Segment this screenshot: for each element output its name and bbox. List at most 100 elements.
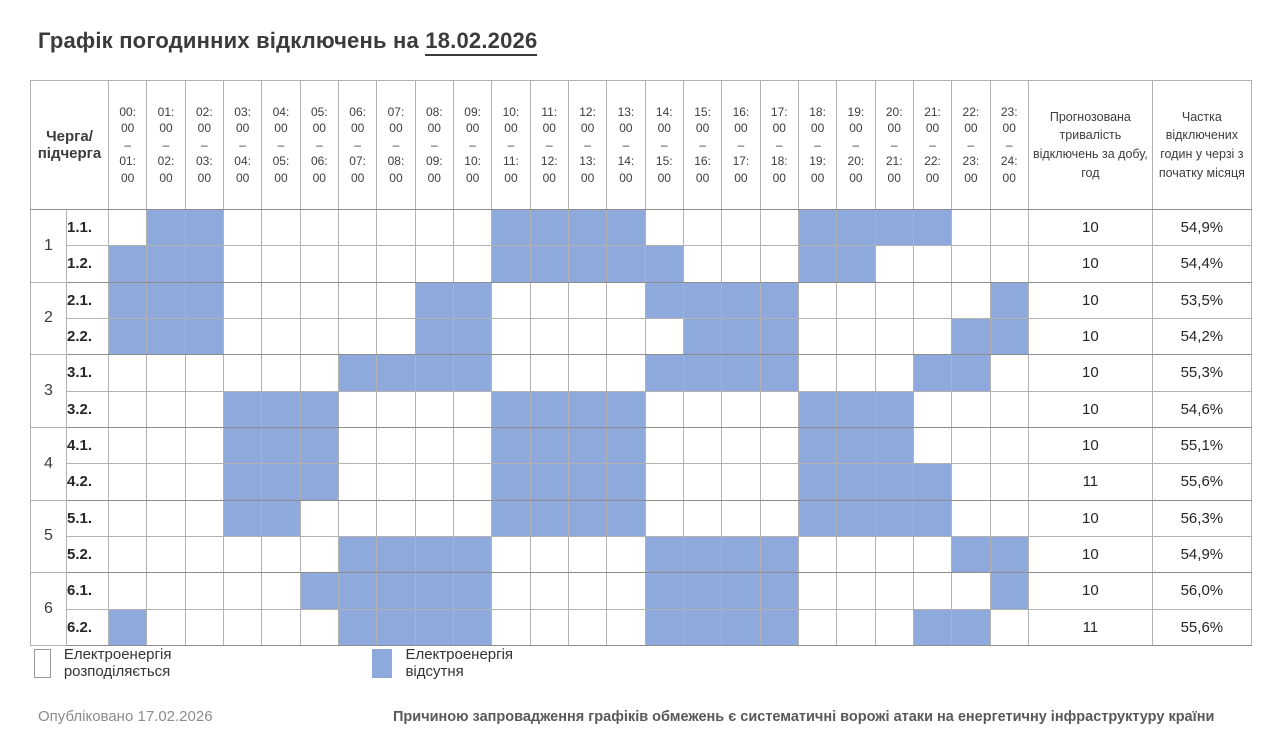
- schedule-cell: [644, 463, 684, 501]
- schedule-cell: [261, 572, 301, 610]
- schedule-cell: [452, 390, 493, 428]
- schedule-row: 2.2. 10 54,2%: [31, 317, 1252, 356]
- schedule-cell: [184, 463, 224, 501]
- schedule-cell: [836, 245, 876, 283]
- schedule-cell: [184, 317, 224, 356]
- legend-label-available: Електроенергія розподіляється: [63, 646, 172, 680]
- subqueue-label: 5.2.: [66, 535, 109, 574]
- page-title-text: Графік погодинних відключень на: [38, 28, 419, 53]
- schedule-cell: [989, 281, 1029, 319]
- schedule-cell: [606, 208, 646, 247]
- legend-swatch-available: [34, 648, 51, 678]
- hour-header: 16: 00–17: 00: [721, 80, 761, 210]
- schedule-cell: [644, 499, 684, 537]
- schedule-cell: [337, 245, 378, 283]
- share-value: 55,1%: [1151, 426, 1252, 465]
- hour-header: 03: 00–04: 00: [222, 80, 263, 210]
- schedule-cell: [337, 463, 378, 501]
- schedule-cell: [989, 608, 1029, 646]
- hour-header: 17: 00–18: 00: [759, 80, 799, 210]
- schedule-cell: [644, 426, 684, 465]
- schedule-cell: [299, 572, 339, 610]
- schedule-cell: [836, 317, 876, 356]
- schedule-cell: [299, 390, 339, 428]
- schedule-cell: [452, 535, 493, 574]
- legend-swatch-outage: [372, 648, 393, 678]
- schedule-cell: [414, 572, 454, 610]
- schedule-cell: [299, 426, 339, 465]
- schedule-cell: [452, 208, 493, 247]
- schedule-cell: [912, 317, 953, 356]
- schedule-cell: [606, 608, 646, 646]
- duration-value: 11: [1027, 608, 1153, 646]
- hour-header: 08: 00–09: 00: [414, 80, 454, 210]
- schedule-cell: [797, 245, 838, 283]
- schedule-cell: [146, 463, 186, 501]
- share-value: 53,5%: [1151, 281, 1252, 319]
- schedule-cell: [606, 535, 646, 574]
- queue-number: 6: [30, 572, 67, 646]
- schedule-cell: [836, 499, 876, 537]
- schedule-cell: [414, 354, 454, 392]
- schedule-row: 5.2. 10 54,9%: [31, 535, 1252, 574]
- schedule-cell: [491, 608, 531, 646]
- schedule-cell: [682, 572, 723, 610]
- schedule-cell: [491, 245, 531, 283]
- schedule-cell: [107, 608, 148, 646]
- schedule-cell: [261, 281, 301, 319]
- hour-header: 18: 00–19: 00: [797, 80, 838, 210]
- schedule-cell: [682, 608, 723, 646]
- schedule-cell: [261, 208, 301, 247]
- schedule-cell: [222, 535, 263, 574]
- schedule-cell: [989, 572, 1029, 610]
- schedule-cell: [644, 608, 684, 646]
- schedule-cell: [261, 354, 301, 392]
- schedule-cell: [146, 208, 186, 247]
- schedule-cell: [491, 572, 531, 610]
- queue-number: 2: [30, 281, 67, 356]
- queue-number: 4: [30, 426, 67, 501]
- schedule-cell: [261, 608, 301, 646]
- schedule-cell: [721, 354, 761, 392]
- duration-value: 10: [1027, 208, 1153, 247]
- schedule-cell: [184, 208, 224, 247]
- schedule-cell: [912, 535, 953, 574]
- schedule-cell: [184, 281, 224, 319]
- schedule-cell: [797, 390, 838, 428]
- schedule-cell: [989, 245, 1029, 283]
- schedule-row: 6.2. 11 55,6%: [31, 608, 1252, 646]
- schedule-cell: [452, 463, 493, 501]
- schedule-cell: [222, 281, 263, 319]
- schedule-cell: [606, 499, 646, 537]
- schedule-cell: [567, 390, 608, 428]
- schedule-cell: [261, 499, 301, 537]
- schedule-cell: [567, 572, 608, 610]
- published-date: Опубліковано 17.02.2026: [38, 708, 213, 725]
- schedule-cell: [146, 572, 186, 610]
- schedule-cell: [682, 281, 723, 319]
- schedule-cell: [414, 390, 454, 428]
- schedule-cell: [759, 281, 799, 319]
- schedule-cell: [836, 281, 876, 319]
- schedule-cell: [567, 317, 608, 356]
- schedule-cell: [491, 426, 531, 465]
- schedule-cell: [491, 390, 531, 428]
- schedule-cell: [107, 572, 148, 610]
- schedule-cell: [836, 354, 876, 392]
- schedule-cell: [759, 535, 799, 574]
- schedule-cell: [146, 499, 186, 537]
- schedule-cell: [529, 426, 569, 465]
- schedule-cell: [989, 426, 1029, 465]
- schedule-cell: [682, 208, 723, 247]
- hour-header: 14: 00–15: 00: [644, 80, 684, 210]
- schedule-cell: [337, 281, 378, 319]
- hour-header: 06: 00–07: 00: [337, 80, 378, 210]
- schedule-cell: [644, 390, 684, 428]
- schedule-cell: [606, 426, 646, 465]
- duration-value: 10: [1027, 281, 1153, 319]
- schedule-cell: [874, 354, 914, 392]
- schedule-cell: [951, 281, 991, 319]
- schedule-row: 3 3.1. 10 55,3%: [30, 354, 1252, 428]
- schedule-cell: [376, 426, 416, 465]
- schedule-cell: [222, 426, 263, 465]
